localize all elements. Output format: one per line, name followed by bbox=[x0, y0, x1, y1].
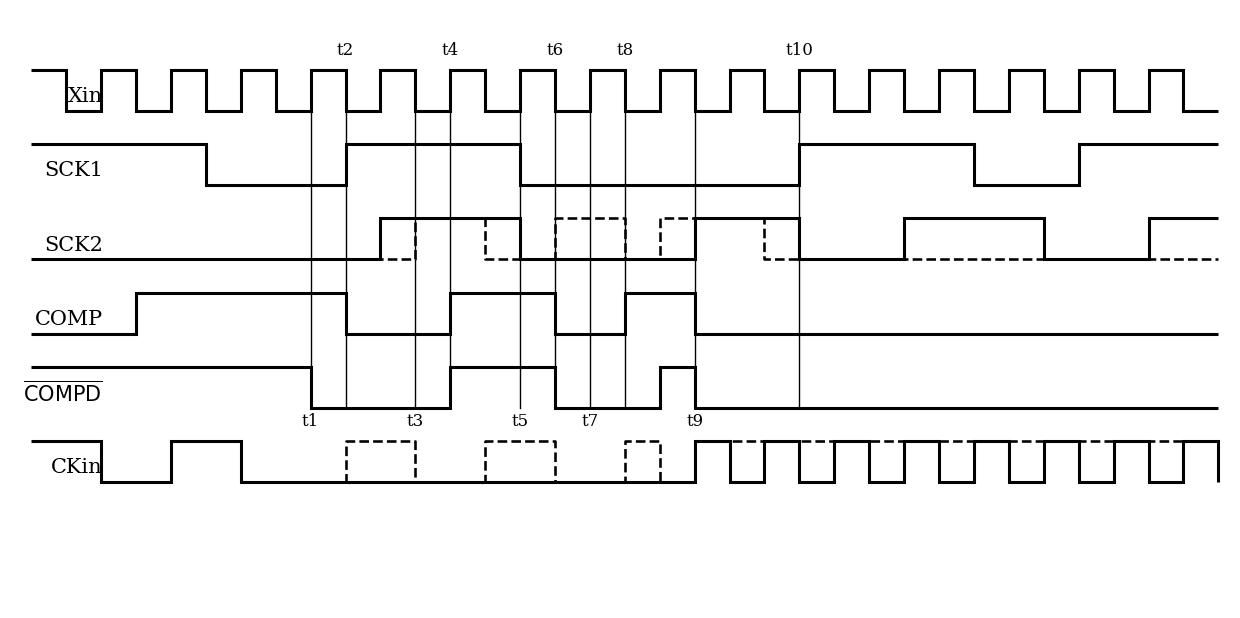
Text: t6: t6 bbox=[547, 42, 563, 59]
Text: t7: t7 bbox=[582, 413, 599, 430]
Text: SCK2: SCK2 bbox=[43, 235, 103, 255]
Text: t9: t9 bbox=[686, 413, 703, 430]
Text: t8: t8 bbox=[616, 42, 634, 59]
Text: t1: t1 bbox=[303, 413, 319, 430]
Text: CKin: CKin bbox=[51, 458, 103, 477]
Text: SCK1: SCK1 bbox=[43, 161, 103, 180]
Text: t2: t2 bbox=[337, 42, 355, 59]
Text: Xin: Xin bbox=[68, 87, 103, 106]
Text: t5: t5 bbox=[512, 413, 528, 430]
Text: $\overline{\mathrm{COMPD}}$: $\overline{\mathrm{COMPD}}$ bbox=[24, 381, 103, 406]
Text: COMP: COMP bbox=[35, 310, 103, 329]
Text: t3: t3 bbox=[407, 413, 424, 430]
Text: t10: t10 bbox=[785, 42, 813, 59]
Text: t4: t4 bbox=[441, 42, 459, 59]
